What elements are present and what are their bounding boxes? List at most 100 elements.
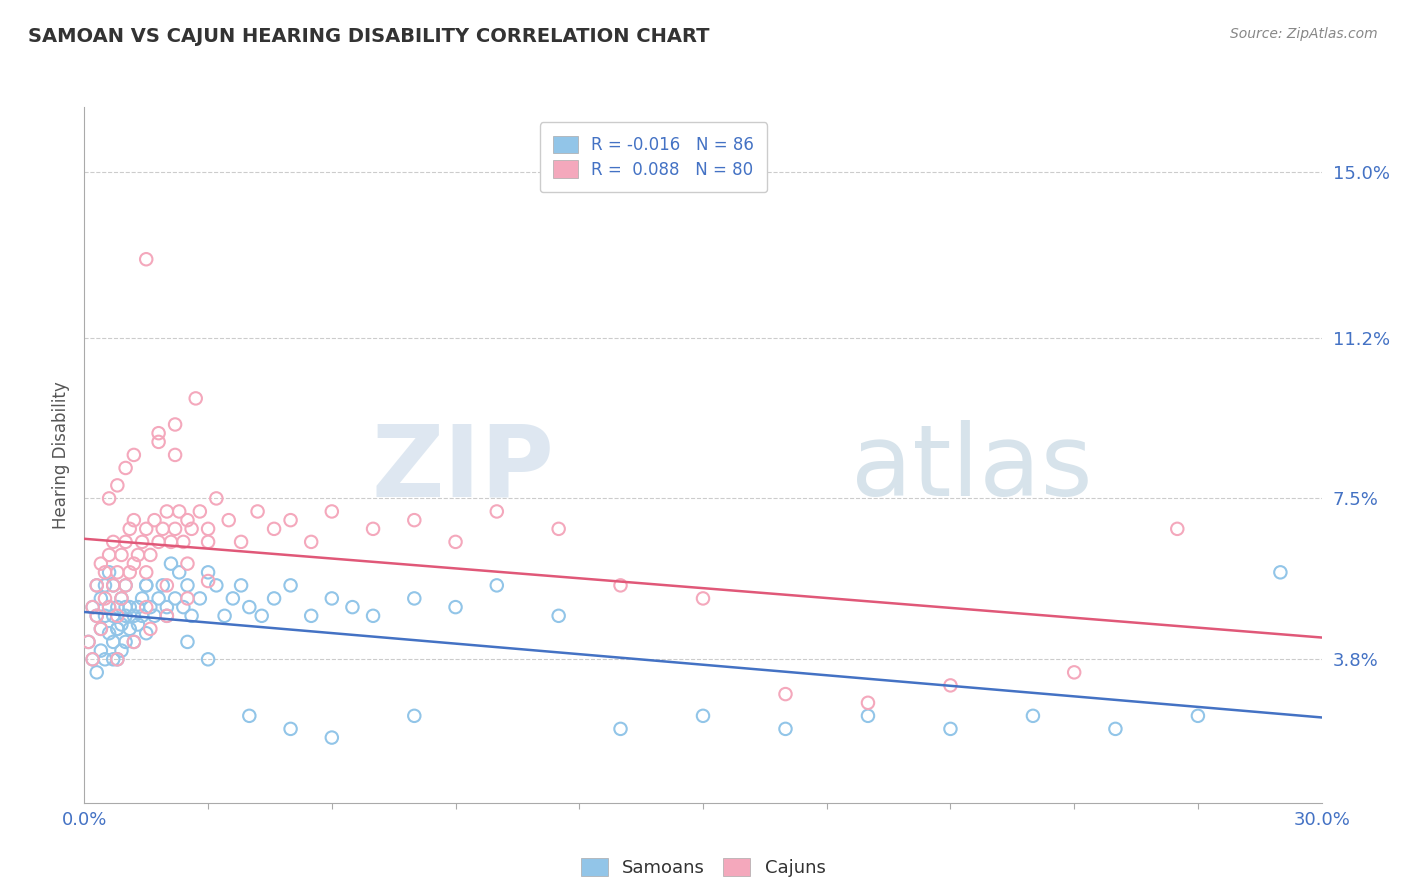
Point [103, 608, 125, 623]
Point [94, 652, 117, 666]
Point [105, 652, 128, 666]
Point [127, 548, 149, 562]
Point [280, 722, 302, 736]
Point [167, 566, 190, 580]
Point [110, 643, 132, 657]
Point [114, 578, 136, 592]
Point [404, 513, 426, 527]
Point [122, 448, 145, 462]
Point [103, 578, 125, 592]
Point [110, 591, 132, 606]
Point [105, 478, 128, 492]
Point [139, 622, 162, 636]
Point [86, 608, 108, 623]
Point [176, 591, 198, 606]
Point [176, 578, 198, 592]
Point [82, 600, 104, 615]
Point [342, 600, 364, 615]
Point [110, 617, 132, 632]
Point [1166, 522, 1188, 536]
Point [1063, 665, 1085, 680]
Point [135, 566, 157, 580]
Point [77, 635, 100, 649]
Point [176, 513, 198, 527]
Point [172, 600, 194, 615]
Point [205, 578, 228, 592]
Point [404, 591, 426, 606]
Point [188, 591, 211, 606]
Point [105, 608, 128, 623]
Point [143, 608, 166, 623]
Point [114, 578, 136, 592]
Point [131, 608, 153, 623]
Point [156, 578, 179, 592]
Point [214, 608, 236, 623]
Point [139, 600, 162, 615]
Point [222, 591, 245, 606]
Point [444, 600, 467, 615]
Point [229, 578, 252, 592]
Point [321, 731, 343, 745]
Point [103, 635, 125, 649]
Point [135, 578, 157, 592]
Point [229, 534, 252, 549]
Point [156, 608, 179, 623]
Point [165, 522, 187, 536]
Point [122, 635, 145, 649]
Point [82, 652, 104, 666]
Point [444, 534, 467, 549]
Point [94, 591, 117, 606]
Point [197, 574, 219, 588]
Point [160, 557, 183, 571]
Point [94, 608, 117, 623]
Point [131, 534, 153, 549]
Point [82, 600, 104, 615]
Point [152, 522, 174, 536]
Point [692, 708, 714, 723]
Point [105, 622, 128, 636]
Point [321, 591, 343, 606]
Point [110, 591, 132, 606]
Point [1270, 566, 1292, 580]
Point [1187, 708, 1209, 723]
Legend: Samoans, Cajuns: Samoans, Cajuns [574, 850, 832, 884]
Point [547, 608, 569, 623]
Point [775, 722, 797, 736]
Point [118, 566, 141, 580]
Point [135, 252, 157, 267]
Point [167, 504, 190, 518]
Point [148, 434, 170, 449]
Point [238, 708, 260, 723]
Point [238, 600, 260, 615]
Point [156, 608, 179, 623]
Point [103, 652, 125, 666]
Point [118, 600, 141, 615]
Point [197, 652, 219, 666]
Point [1104, 722, 1126, 736]
Text: ZIP: ZIP [371, 420, 554, 517]
Point [122, 513, 145, 527]
Point [135, 522, 157, 536]
Point [94, 578, 117, 592]
Point [127, 617, 149, 632]
Point [246, 504, 269, 518]
Point [105, 652, 128, 666]
Point [148, 426, 170, 441]
Point [114, 608, 136, 623]
Point [118, 622, 141, 636]
Point [280, 578, 302, 592]
Point [547, 522, 569, 536]
Point [94, 566, 117, 580]
Point [361, 608, 384, 623]
Point [114, 635, 136, 649]
Point [263, 591, 285, 606]
Point [361, 522, 384, 536]
Point [105, 600, 128, 615]
Point [205, 491, 228, 506]
Point [90, 622, 112, 636]
Point [180, 522, 202, 536]
Point [609, 578, 631, 592]
Point [135, 600, 157, 615]
Point [86, 665, 108, 680]
Point [139, 548, 162, 562]
